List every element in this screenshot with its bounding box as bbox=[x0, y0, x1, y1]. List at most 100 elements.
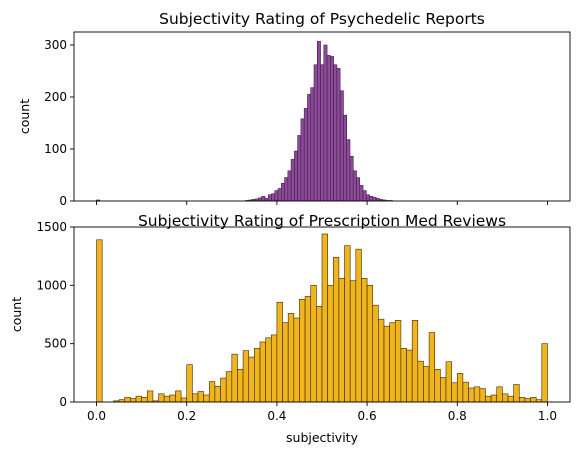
top-histogram-panel: 0 100 200 300 Subjectivity Rating of Psyched… bbox=[17, 10, 571, 208]
histogram-bar bbox=[180, 397, 188, 403]
histogram-bar bbox=[485, 395, 492, 403]
histogram-bar bbox=[316, 41, 321, 202]
histogram-bar bbox=[530, 397, 537, 403]
histogram-bar bbox=[294, 150, 298, 202]
histogram-bar bbox=[394, 320, 402, 403]
histogram-bar bbox=[258, 197, 262, 202]
histogram-bar bbox=[313, 64, 318, 202]
histogram-bar bbox=[541, 343, 548, 403]
histogram-bar bbox=[332, 257, 340, 403]
histogram-bar bbox=[346, 139, 351, 202]
histogram-bar bbox=[271, 193, 276, 202]
histogram-bar bbox=[352, 170, 357, 202]
histogram-bar bbox=[225, 371, 233, 403]
x-axis-label: subjectivity bbox=[286, 430, 359, 445]
histogram-bar bbox=[468, 387, 475, 403]
histogram-bar bbox=[327, 285, 334, 403]
y-tick-label: 200 bbox=[44, 90, 67, 104]
axes-frame bbox=[73, 31, 571, 202]
histogram-bar bbox=[320, 64, 325, 202]
histogram-bar bbox=[316, 306, 323, 403]
histogram-bar bbox=[169, 394, 176, 403]
histogram-bar bbox=[300, 118, 305, 202]
histogram-bar bbox=[290, 159, 295, 202]
bottom-histogram-panel: 0 500 1000 1500 0.0 0.2 0.4 0.6 0.8 1.0 Subjectivi… bbox=[9, 212, 571, 445]
axes-frame bbox=[73, 226, 571, 403]
histogram-bar bbox=[490, 394, 498, 403]
histogram-bar bbox=[297, 135, 302, 202]
x-tick-label: 0.8 bbox=[448, 409, 467, 423]
x-tick-label: 1.0 bbox=[538, 409, 557, 423]
histogram-bar bbox=[366, 194, 370, 202]
x-tick-label: 0.0 bbox=[87, 409, 106, 423]
y-tick-label: 0 bbox=[59, 194, 67, 208]
y-tick-label: 300 bbox=[44, 38, 67, 52]
histogram-bar bbox=[428, 332, 436, 403]
chart-title: Subjectivity Rating of Prescription Med … bbox=[138, 212, 506, 230]
histogram-bar bbox=[406, 349, 413, 403]
histogram-bar bbox=[330, 56, 334, 202]
histogram-bar bbox=[220, 377, 227, 403]
histogram-bar bbox=[507, 395, 514, 403]
histogram-bar bbox=[355, 248, 362, 403]
histogram-bar bbox=[158, 393, 165, 403]
histogram-bar bbox=[231, 353, 238, 403]
histogram-bar bbox=[445, 361, 452, 403]
histogram-bar bbox=[369, 196, 374, 202]
y-tick-label: 1000 bbox=[36, 278, 67, 292]
histogram-bar bbox=[274, 190, 279, 202]
histogram-bar bbox=[299, 299, 306, 403]
histogram-bar bbox=[310, 285, 317, 403]
histogram-bar bbox=[434, 369, 441, 403]
y-tick-label: 100 bbox=[44, 142, 67, 156]
y-tick-label: 1500 bbox=[36, 220, 67, 234]
histogram-bar bbox=[197, 391, 204, 403]
histogram-bar bbox=[175, 390, 182, 403]
histogram-bar bbox=[502, 393, 509, 403]
chart-title: Subjectivity Rating of Psychedelic Repor… bbox=[159, 10, 485, 28]
histogram-bar bbox=[362, 190, 367, 202]
histogram-bar bbox=[141, 397, 148, 403]
histogram-bar bbox=[349, 280, 357, 403]
histogram-bar bbox=[333, 64, 338, 202]
histogram-bar bbox=[518, 397, 526, 403]
histogram-bar bbox=[524, 398, 531, 403]
histogram-bar bbox=[287, 313, 295, 403]
histogram-bar bbox=[372, 197, 377, 202]
y-tick-label: 500 bbox=[44, 337, 67, 351]
histogram-bar bbox=[267, 194, 272, 202]
histogram-bar bbox=[186, 364, 193, 403]
histogram-bar bbox=[451, 382, 458, 403]
histogram-bar bbox=[124, 397, 131, 403]
histogram-bar bbox=[349, 155, 354, 202]
x-tick-label: 0.2 bbox=[177, 409, 196, 423]
histogram-bar bbox=[323, 44, 328, 202]
histogram-bar bbox=[496, 386, 503, 403]
histogram-bar bbox=[284, 177, 289, 202]
histogram-bar bbox=[321, 233, 328, 403]
histogram-bar bbox=[303, 108, 308, 202]
histogram-bar bbox=[259, 341, 266, 403]
histogram-bar bbox=[310, 87, 315, 202]
histogram-bar bbox=[462, 381, 469, 403]
y-axis-label: count bbox=[17, 99, 32, 134]
histogram-bar bbox=[417, 360, 424, 403]
histogram-bar bbox=[254, 348, 261, 403]
histogram-bar bbox=[248, 356, 255, 403]
histogram-bar bbox=[338, 278, 345, 403]
histogram-bar bbox=[473, 386, 481, 403]
histogram-bar bbox=[276, 301, 283, 403]
histogram-bar bbox=[130, 398, 137, 403]
histogram-bar bbox=[456, 373, 464, 403]
histogram-bar bbox=[383, 325, 390, 403]
x-tick-label: 0.6 bbox=[358, 409, 377, 423]
histogram-bar bbox=[356, 177, 361, 202]
histogram-bar bbox=[281, 183, 285, 202]
histogram-bar bbox=[423, 366, 430, 403]
histogram-bar bbox=[307, 94, 312, 202]
histogram-bar bbox=[326, 55, 331, 202]
histogram-bar bbox=[287, 170, 292, 202]
histogram-bar bbox=[135, 395, 142, 403]
histogram-bar bbox=[293, 317, 300, 403]
